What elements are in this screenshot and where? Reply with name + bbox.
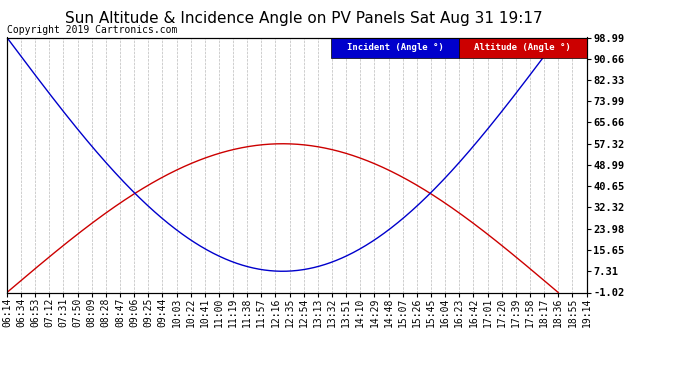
Text: Altitude (Angle °): Altitude (Angle °) xyxy=(474,43,571,52)
FancyBboxPatch shape xyxy=(331,38,459,58)
Text: Sun Altitude & Incidence Angle on PV Panels Sat Aug 31 19:17: Sun Altitude & Incidence Angle on PV Pan… xyxy=(65,11,542,26)
Text: Copyright 2019 Cartronics.com: Copyright 2019 Cartronics.com xyxy=(7,25,177,35)
FancyBboxPatch shape xyxy=(459,38,586,58)
Text: Incident (Angle °): Incident (Angle °) xyxy=(347,43,444,52)
